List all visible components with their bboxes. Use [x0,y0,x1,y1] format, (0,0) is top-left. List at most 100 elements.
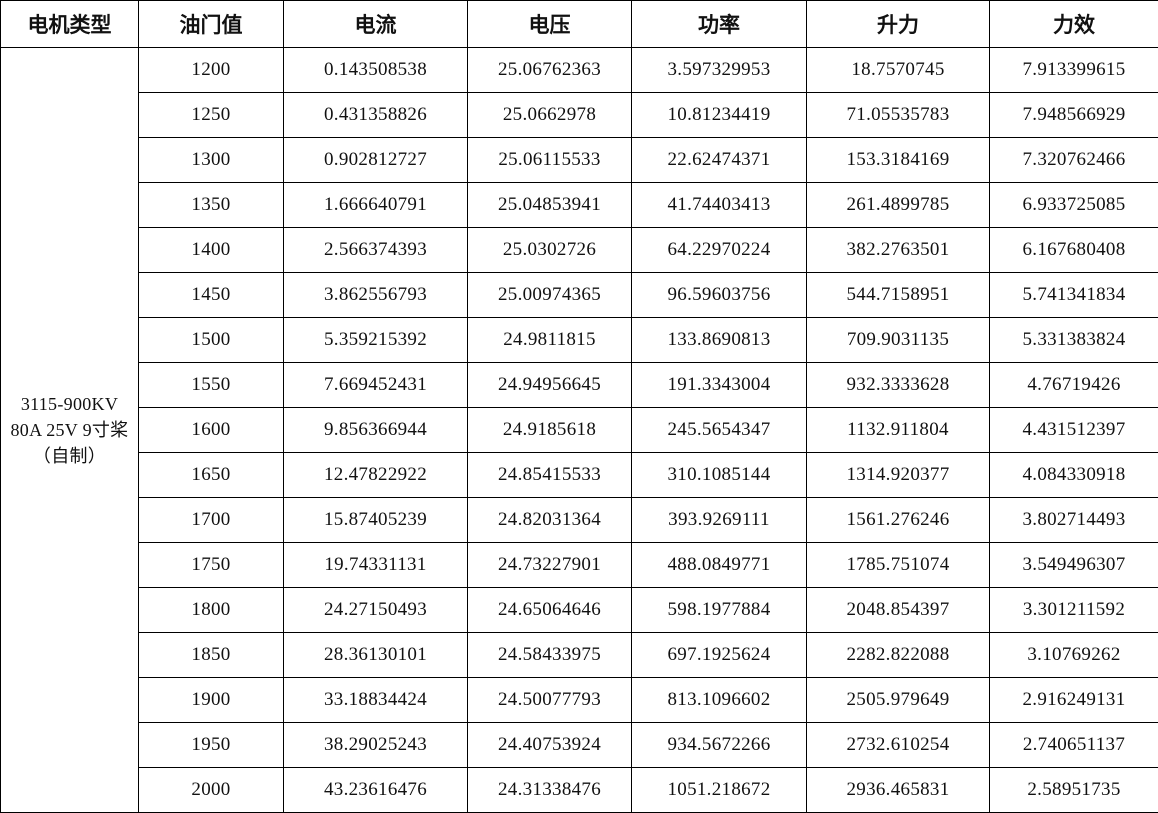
throttle-cell: 1750 [139,543,284,588]
voltage-cell: 24.94956645 [468,363,632,408]
voltage-cell: 24.50077793 [468,678,632,723]
efficiency-cell: 5.741341834 [990,273,1158,318]
throttle-cell: 1700 [139,498,284,543]
efficiency-cell: 3.802714493 [990,498,1158,543]
power-cell: 245.5654347 [632,408,807,453]
current-cell: 43.23616476 [284,768,468,813]
current-cell: 3.862556793 [284,273,468,318]
voltage-cell: 24.85415533 [468,453,632,498]
voltage-cell: 24.58433975 [468,633,632,678]
current-cell: 12.47822922 [284,453,468,498]
throttle-cell: 1500 [139,318,284,363]
efficiency-cell: 2.58951735 [990,768,1158,813]
power-cell: 488.0849771 [632,543,807,588]
efficiency-cell: 4.084330918 [990,453,1158,498]
voltage-cell: 24.31338476 [468,768,632,813]
thrust-cell: 71.05535783 [807,93,990,138]
current-cell: 28.36130101 [284,633,468,678]
throttle-cell: 1300 [139,138,284,183]
throttle-cell: 1950 [139,723,284,768]
current-cell: 19.74331131 [284,543,468,588]
voltage-cell: 25.06762363 [468,48,632,93]
header-row: 电机类型 油门值 电流 电压 功率 升力 力效 [1,1,1158,48]
power-cell: 598.1977884 [632,588,807,633]
voltage-cell: 24.65064646 [468,588,632,633]
voltage-cell: 24.40753924 [468,723,632,768]
current-cell: 5.359215392 [284,318,468,363]
thrust-cell: 1785.751074 [807,543,990,588]
thrust-cell: 382.2763501 [807,228,990,273]
thrust-cell: 2048.854397 [807,588,990,633]
throttle-cell: 1200 [139,48,284,93]
thrust-cell: 18.7570745 [807,48,990,93]
current-cell: 0.143508538 [284,48,468,93]
throttle-cell: 1550 [139,363,284,408]
throttle-cell: 2000 [139,768,284,813]
thrust-cell: 709.9031135 [807,318,990,363]
thrust-cell: 1132.911804 [807,408,990,453]
current-cell: 15.87405239 [284,498,468,543]
voltage-cell: 25.04853941 [468,183,632,228]
efficiency-cell: 7.320762466 [990,138,1158,183]
efficiency-cell: 7.913399615 [990,48,1158,93]
thrust-cell: 2282.822088 [807,633,990,678]
power-cell: 41.74403413 [632,183,807,228]
power-cell: 1051.218672 [632,768,807,813]
header-throttle: 油门值 [139,1,284,48]
power-cell: 697.1925624 [632,633,807,678]
header-current: 电流 [284,1,468,48]
efficiency-cell: 4.76719426 [990,363,1158,408]
header-voltage: 电压 [468,1,632,48]
header-thrust: 升力 [807,1,990,48]
efficiency-cell: 5.331383824 [990,318,1158,363]
power-cell: 22.62474371 [632,138,807,183]
power-cell: 191.3343004 [632,363,807,408]
current-cell: 1.666640791 [284,183,468,228]
current-cell: 0.431358826 [284,93,468,138]
throttle-cell: 1900 [139,678,284,723]
thrust-cell: 1561.276246 [807,498,990,543]
efficiency-cell: 2.916249131 [990,678,1158,723]
thrust-cell: 2505.979649 [807,678,990,723]
voltage-cell: 25.06115533 [468,138,632,183]
current-cell: 7.669452431 [284,363,468,408]
header-motor-type: 电机类型 [1,1,139,48]
efficiency-cell: 6.167680408 [990,228,1158,273]
motor-type-cell: 3115-900KV 80A 25V 9寸桨（自制） [1,48,139,813]
thrust-cell: 153.3184169 [807,138,990,183]
efficiency-cell: 3.10769262 [990,633,1158,678]
current-cell: 9.856366944 [284,408,468,453]
current-cell: 0.902812727 [284,138,468,183]
throttle-cell: 1250 [139,93,284,138]
voltage-cell: 25.0662978 [468,93,632,138]
voltage-cell: 25.00974365 [468,273,632,318]
efficiency-cell: 7.948566929 [990,93,1158,138]
power-cell: 96.59603756 [632,273,807,318]
thrust-cell: 2732.610254 [807,723,990,768]
throttle-cell: 1600 [139,408,284,453]
throttle-cell: 1400 [139,228,284,273]
throttle-cell: 1450 [139,273,284,318]
efficiency-cell: 6.933725085 [990,183,1158,228]
power-cell: 133.8690813 [632,318,807,363]
power-cell: 3.597329953 [632,48,807,93]
throttle-cell: 1850 [139,633,284,678]
throttle-cell: 1650 [139,453,284,498]
thrust-cell: 932.3333628 [807,363,990,408]
